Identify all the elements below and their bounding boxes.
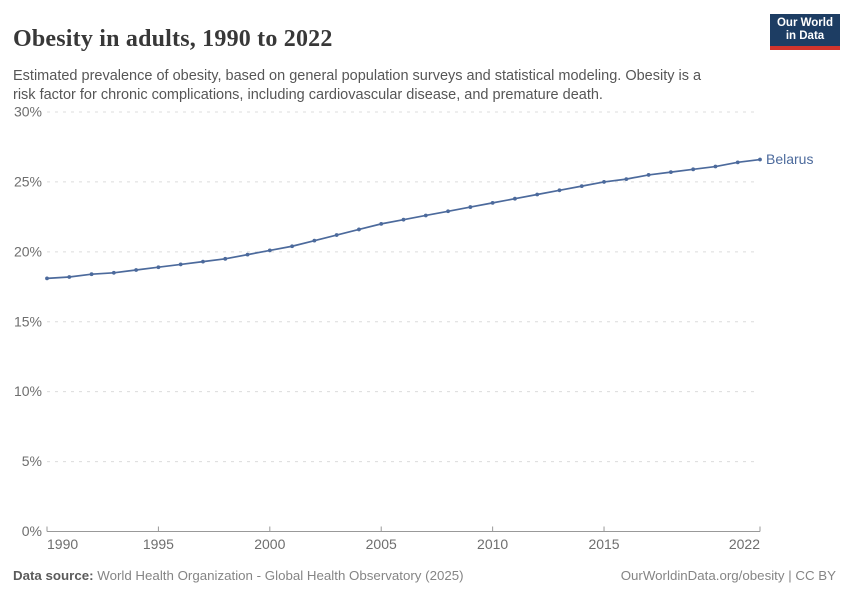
- x-tick-label-1995: 1995: [143, 536, 174, 552]
- x-tick-label-1990: 1990: [47, 536, 78, 552]
- data-point-2000[interactable]: [267, 248, 272, 253]
- data-source-label: Data source:: [13, 568, 94, 583]
- x-tick-label-2000: 2000: [254, 536, 285, 552]
- data-point-2011[interactable]: [513, 196, 517, 201]
- data-point-1994[interactable]: [134, 268, 139, 272]
- y-tick-label-25: 25%: [14, 173, 42, 189]
- data-source-text: World Health Organization - Global Healt…: [93, 568, 464, 583]
- entity-label-belarus[interactable]: Belarus: [766, 151, 813, 167]
- y-tick-label-15: 15%: [14, 313, 42, 329]
- data-point-1992[interactable]: [89, 272, 94, 277]
- data-point-1998[interactable]: [223, 256, 228, 261]
- data-point-1993[interactable]: [111, 270, 116, 275]
- x-tick-label-2022: 2022: [729, 536, 760, 552]
- data-point-2012[interactable]: [535, 192, 540, 197]
- y-tick-label-5: 5%: [22, 453, 42, 469]
- data-point-2018[interactable]: [668, 170, 673, 175]
- owid-logo-line1: Our World: [776, 17, 833, 29]
- data-point-2015[interactable]: [602, 180, 606, 184]
- chart-subtitle: Estimated prevalence of obesity, based o…: [13, 67, 702, 103]
- data-point-2003[interactable]: [334, 233, 339, 237]
- owid-logo[interactable]: Our World in Data: [770, 14, 840, 50]
- data-point-2009[interactable]: [468, 205, 473, 209]
- data-point-2006[interactable]: [401, 217, 406, 222]
- owid-logo-line2: in Data: [785, 30, 825, 42]
- data-point-2020[interactable]: [713, 164, 718, 169]
- data-point-1991[interactable]: [67, 275, 72, 279]
- data-point-2021[interactable]: [735, 160, 740, 165]
- chart-footer: Data source: World Health Organization -…: [13, 568, 836, 588]
- data-point-2010[interactable]: [490, 200, 495, 205]
- data-point-2008[interactable]: [446, 209, 450, 214]
- y-tick-label-10: 10%: [14, 383, 42, 399]
- data-point-2019[interactable]: [691, 167, 696, 172]
- data-point-2007[interactable]: [423, 213, 428, 218]
- data-point-2004[interactable]: [357, 227, 361, 232]
- data-point-2022[interactable]: [758, 157, 762, 162]
- data-source-note: Data source: World Health Organization -…: [13, 568, 464, 588]
- data-point-2016[interactable]: [624, 177, 629, 182]
- data-point-1995[interactable]: [156, 265, 161, 270]
- data-point-2001[interactable]: [290, 244, 294, 249]
- owid-url-license-link[interactable]: OurWorldinData.org/obesity | CC BY: [620, 568, 836, 583]
- data-point-1996[interactable]: [178, 262, 183, 267]
- x-tick-label-2005: 2005: [366, 536, 397, 552]
- data-point-1999[interactable]: [245, 252, 250, 257]
- x-tick-label-2015: 2015: [588, 536, 619, 552]
- x-tick-label-2010: 2010: [477, 536, 508, 552]
- data-point-2013[interactable]: [557, 188, 562, 193]
- data-point-2014[interactable]: [579, 184, 584, 189]
- chart-title: Obesity in adults, 1990 to 2022: [13, 26, 333, 53]
- data-point-2005[interactable]: [379, 221, 384, 226]
- y-tick-label-30: 30%: [14, 104, 42, 120]
- data-point-1990[interactable]: [45, 276, 49, 281]
- y-tick-label-0: 0%: [22, 523, 42, 539]
- data-point-1997[interactable]: [201, 259, 205, 264]
- data-point-2002[interactable]: [312, 238, 317, 243]
- data-point-2017[interactable]: [646, 173, 651, 177]
- y-tick-label-20: 20%: [14, 243, 42, 259]
